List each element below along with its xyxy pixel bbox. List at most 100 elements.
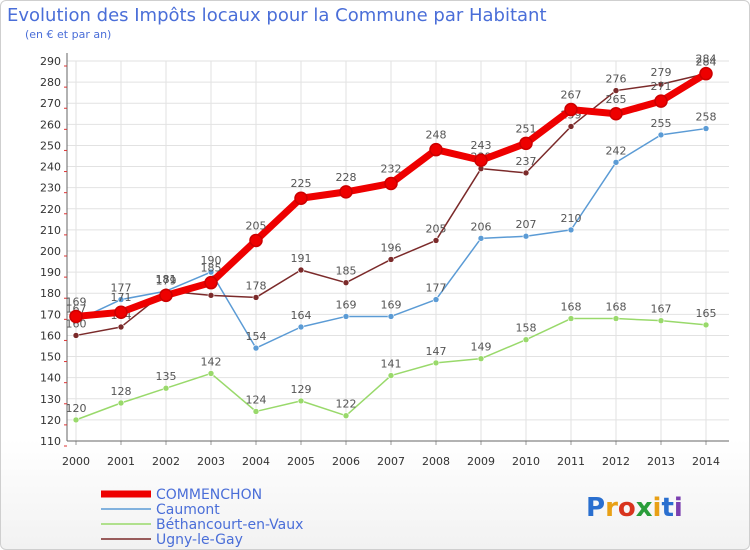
data-point (567, 315, 575, 322)
chart-title: Evolution des Impôts locaux pour la Comm… (7, 5, 547, 26)
data-point (297, 323, 305, 331)
x-tick-label: 2010 (512, 455, 540, 468)
data-label: 255 (651, 117, 672, 130)
data-label: 128 (111, 385, 132, 398)
data-label: 177 (426, 282, 447, 295)
x-tick-label: 2000 (62, 455, 90, 468)
data-point (339, 185, 353, 199)
logo-letter: i (652, 493, 662, 523)
data-point (69, 309, 83, 324)
data-point (432, 359, 440, 367)
data-label: 267 (561, 89, 582, 102)
data-point (297, 397, 305, 405)
data-point (387, 313, 395, 320)
data-label: 169 (336, 298, 357, 311)
data-point (252, 344, 260, 352)
y-tick-label: 240 (40, 161, 61, 174)
logo-letter: t (661, 493, 674, 523)
data-point (474, 153, 488, 167)
legend-label: COMMENCHON (156, 487, 262, 503)
data-point (612, 87, 620, 94)
data-point (342, 412, 350, 419)
y-tick-label: 230 (40, 182, 61, 195)
data-label: 158 (516, 322, 537, 335)
data-point (117, 296, 125, 303)
data-label: 206 (471, 220, 492, 233)
data-label: 181 (156, 273, 177, 286)
x-tick-label: 2003 (197, 455, 225, 468)
logo-letter: r (605, 493, 618, 523)
data-point (522, 336, 530, 343)
x-tick-label: 2005 (287, 455, 315, 468)
data-point (567, 123, 575, 130)
data-label: 120 (66, 402, 87, 415)
data-label: 169 (381, 298, 402, 311)
data-label: 205 (246, 219, 267, 232)
x-tick-label: 2007 (377, 455, 405, 468)
data-point (519, 136, 533, 151)
data-point (432, 237, 440, 244)
data-label: 135 (156, 370, 177, 383)
data-point (342, 313, 350, 320)
data-point (567, 226, 575, 234)
legend-label: Ugny-le-Gay (156, 532, 243, 548)
y-tick-label: 140 (40, 372, 61, 385)
y-tick-label: 130 (40, 393, 61, 406)
y-tick-label: 250 (40, 139, 61, 152)
data-label: 228 (336, 171, 357, 184)
legend-label: Caumont (156, 502, 220, 518)
data-label: 122 (336, 398, 357, 411)
data-label: 248 (426, 129, 447, 142)
data-label: 190 (201, 254, 222, 267)
data-label: 168 (561, 301, 582, 314)
y-tick-label: 160 (40, 329, 61, 342)
data-point (657, 317, 665, 324)
data-label: 149 (471, 341, 492, 354)
data-label: 210 (561, 212, 582, 225)
data-point (702, 321, 710, 329)
data-point (477, 355, 485, 362)
y-tick-label: 210 (40, 224, 61, 237)
y-tick-label: 110 (40, 435, 61, 448)
data-point (342, 279, 350, 286)
chart-subtitle: (en € et par an) (25, 28, 112, 41)
x-tick-label: 2012 (602, 455, 630, 468)
data-label: 160 (66, 317, 87, 330)
x-tick-label: 2001 (107, 455, 135, 468)
data-point (207, 268, 215, 276)
data-point (72, 416, 80, 424)
data-point (207, 370, 215, 377)
data-label: 205 (426, 222, 447, 235)
data-label: 242 (606, 144, 627, 157)
legend-label: Béthancourt-en-Vaux (156, 517, 303, 533)
data-label: 284 (696, 53, 717, 66)
data-label: 177 (111, 282, 132, 295)
data-label: 185 (201, 262, 222, 275)
x-tick-label: 2004 (242, 455, 270, 468)
y-tick-label: 120 (40, 414, 61, 427)
y-tick-label: 200 (40, 245, 61, 258)
data-label: 129 (291, 383, 312, 396)
data-point (117, 323, 125, 331)
data-label: 284 (696, 56, 717, 69)
proxiti-logo: Proxiti (586, 493, 683, 523)
y-tick-label: 190 (40, 266, 61, 279)
data-label: 178 (246, 279, 267, 292)
data-point (702, 125, 710, 132)
data-point (657, 80, 665, 88)
y-tick-label: 180 (40, 287, 61, 300)
data-label: 225 (291, 177, 312, 190)
data-label: 142 (201, 355, 222, 368)
data-point (387, 372, 395, 379)
y-tick-label: 280 (40, 76, 61, 89)
data-point (117, 399, 125, 407)
data-label: 207 (516, 218, 537, 231)
data-label: 141 (381, 358, 402, 371)
x-tick-label: 2002 (152, 455, 180, 468)
data-label: 265 (606, 93, 627, 106)
data-point (159, 288, 173, 303)
data-label: 279 (651, 66, 672, 79)
data-point (699, 66, 713, 81)
data-label: 147 (426, 345, 447, 358)
